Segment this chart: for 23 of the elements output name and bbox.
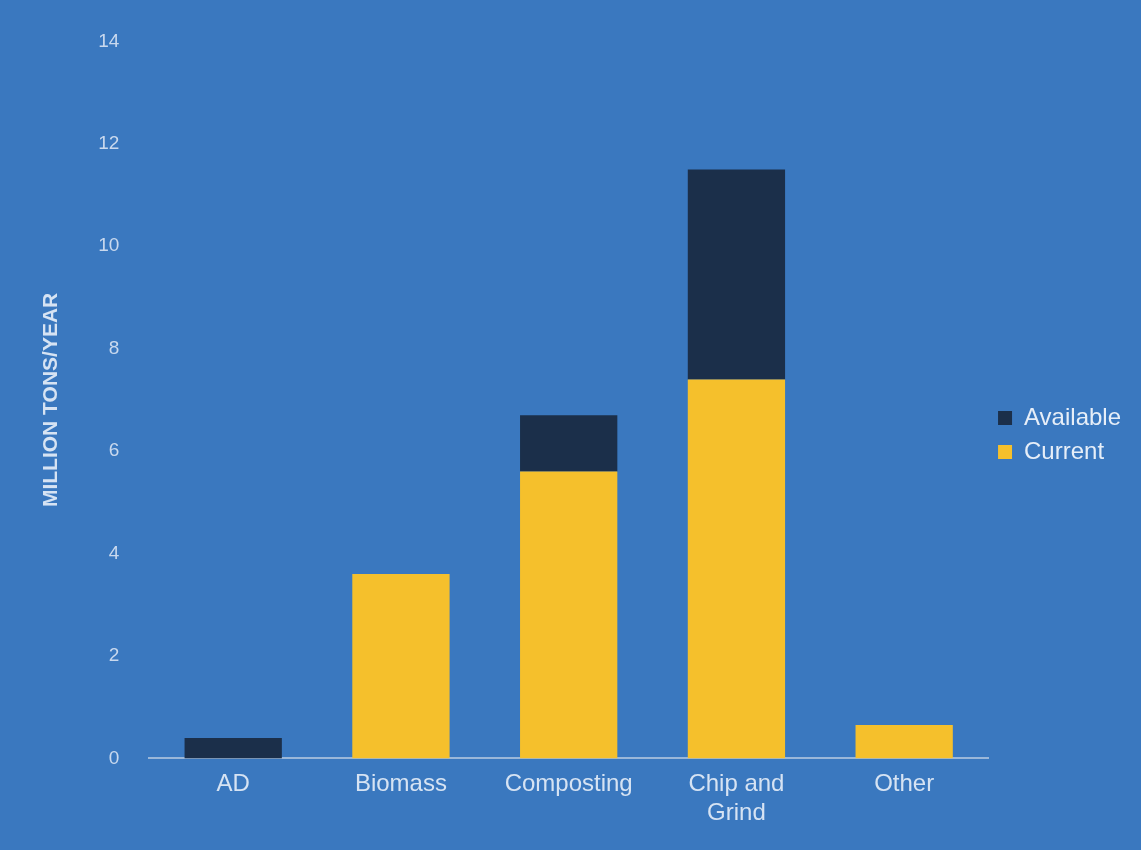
bar (520, 415, 618, 472)
x-tick-label: Chip and Grind (688, 769, 785, 826)
bar (184, 737, 282, 759)
y-tick-label: 0 (108, 746, 120, 768)
x-tick-label: Biomass (354, 769, 447, 797)
bar (855, 725, 953, 759)
y-tick-label: 4 (108, 541, 120, 563)
bar (687, 379, 786, 759)
legend-label: Current (1024, 436, 1105, 464)
bar (687, 169, 786, 380)
y-tick-label: 8 (108, 336, 120, 358)
y-tick-label: 2 (108, 644, 120, 666)
y-tick-label: 10 (98, 234, 120, 256)
bar (352, 574, 450, 759)
x-tick-label: Other (874, 769, 935, 797)
bar (520, 471, 618, 759)
x-tick-label: Composting (504, 769, 633, 797)
y-tick-label: 6 (108, 439, 120, 461)
y-tick-label: 12 (98, 132, 120, 154)
x-tick-label: AD (216, 769, 250, 797)
legend-label: Available (1024, 402, 1122, 430)
y-tick-label: 14 (98, 29, 120, 51)
y-axis-title: MILLION TONS/YEAR (38, 292, 62, 508)
